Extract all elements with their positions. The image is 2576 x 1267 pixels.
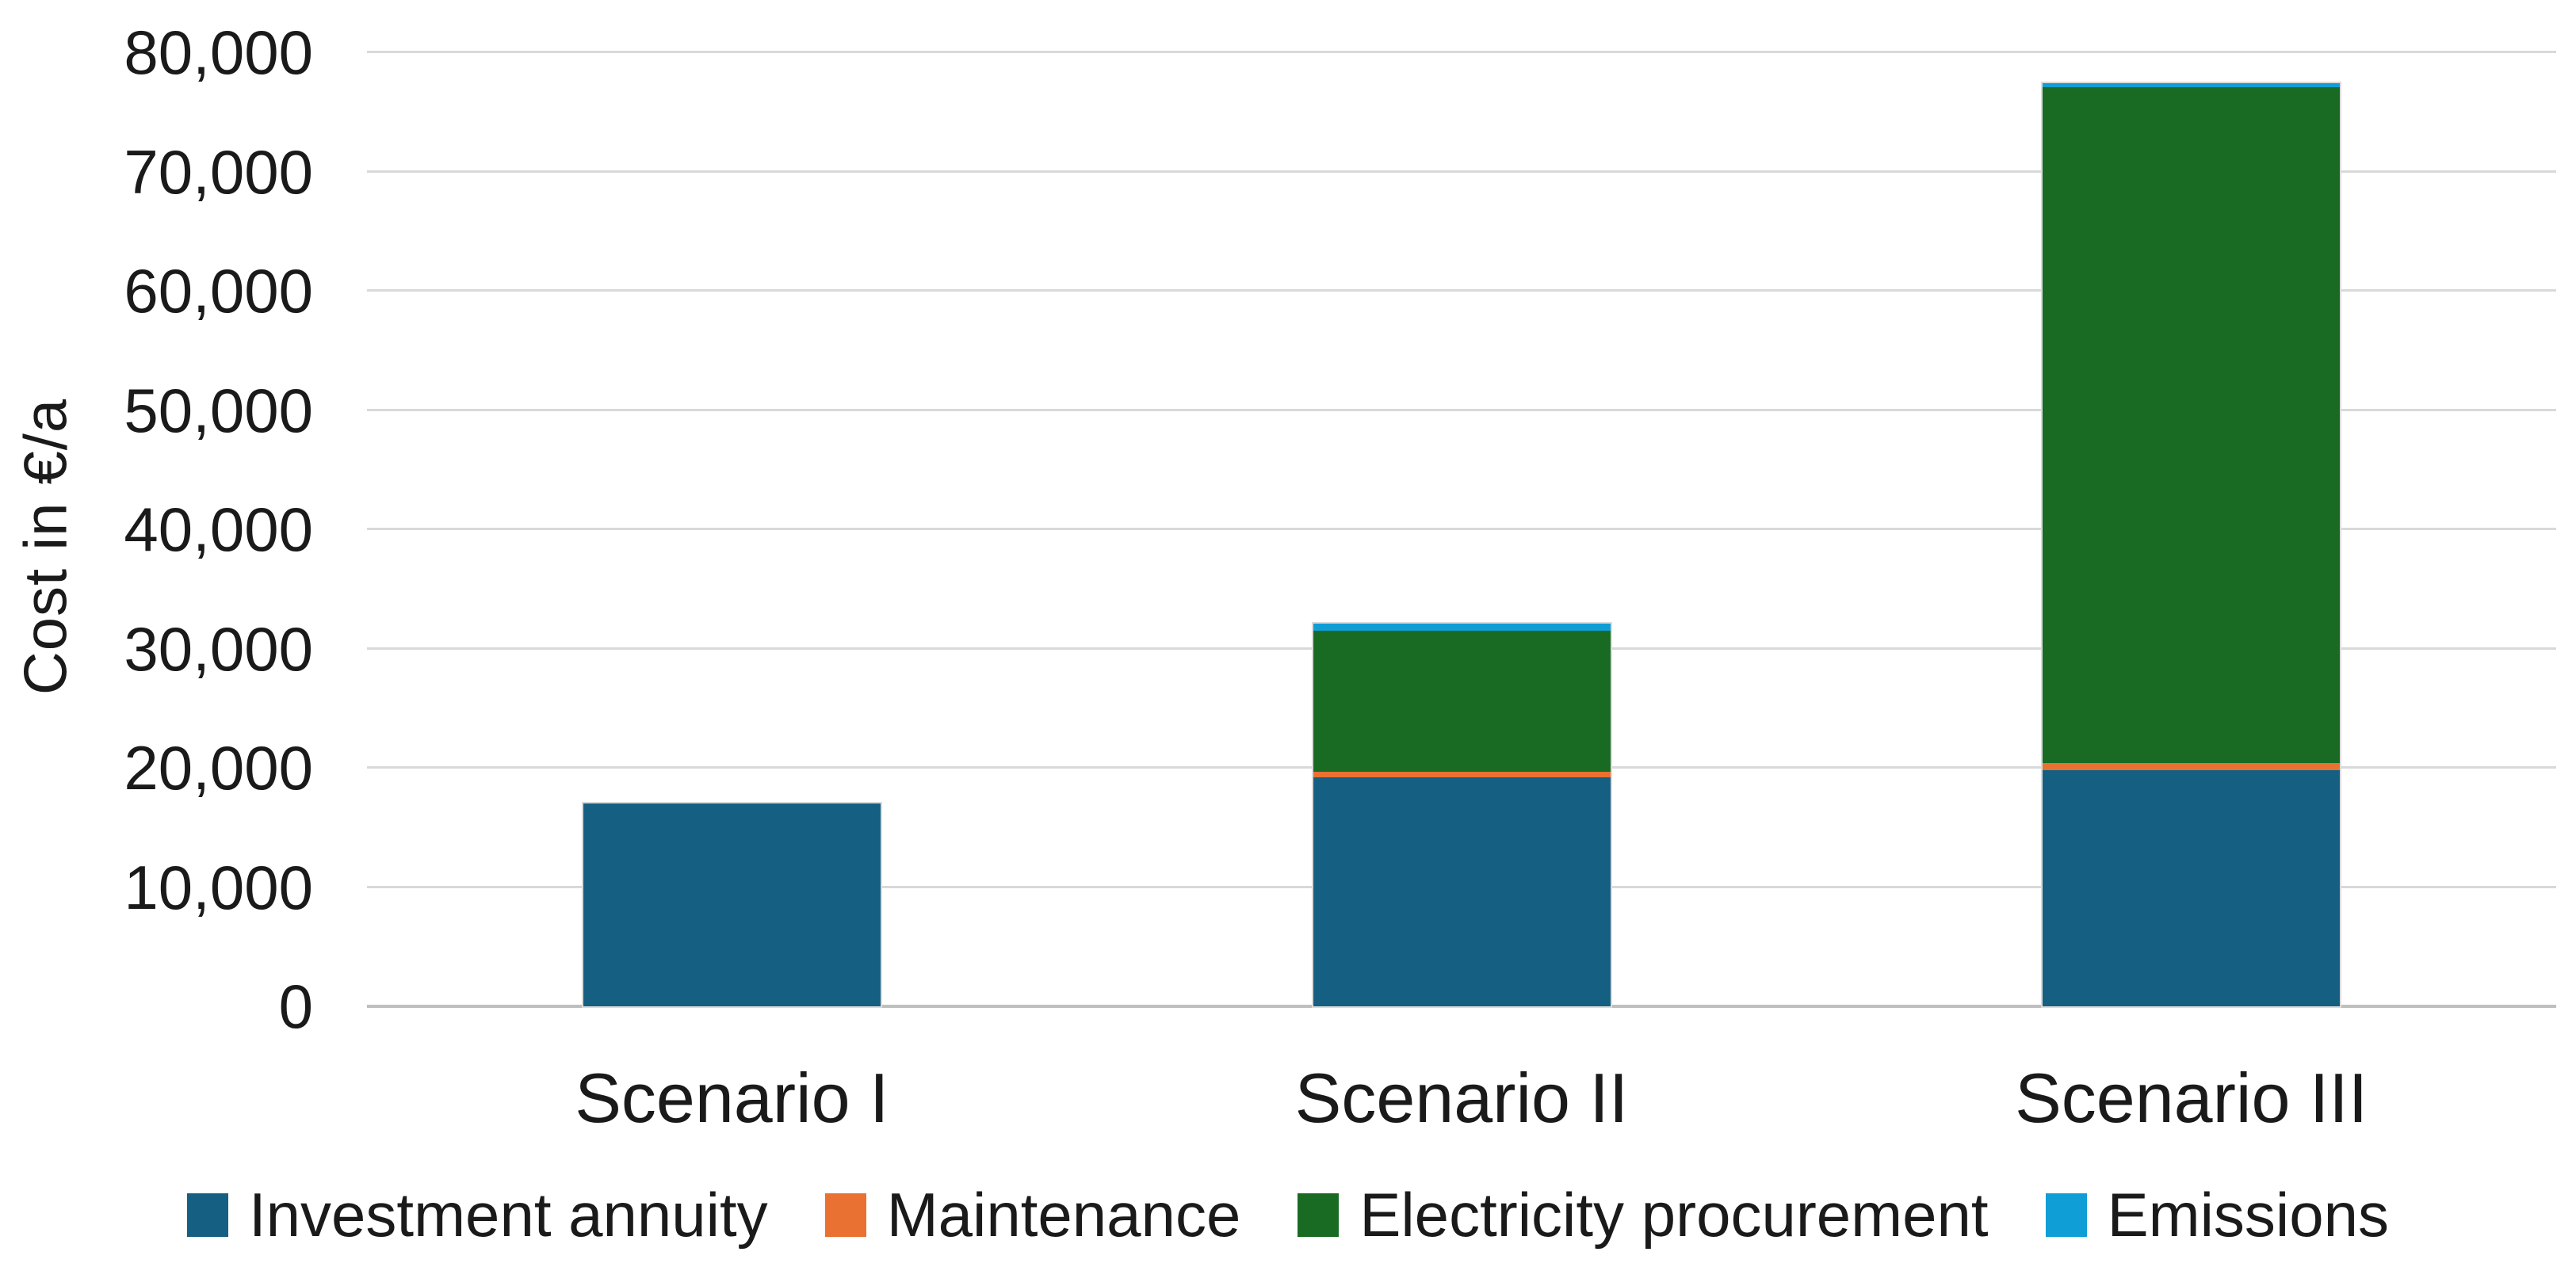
legend-swatch-icon bbox=[1298, 1193, 1340, 1237]
y-tick-label: 10,000 bbox=[124, 852, 313, 922]
x-category-label: Scenario III bbox=[2015, 1059, 2368, 1137]
bar-segment bbox=[2043, 763, 2341, 771]
y-tick-label: 0 bbox=[278, 971, 313, 1041]
bar-segment bbox=[1313, 777, 1611, 1006]
bar-segment bbox=[2043, 86, 2341, 763]
legend-label: Maintenance bbox=[886, 1180, 1241, 1250]
bar-segment bbox=[1313, 630, 1611, 772]
gridline bbox=[367, 51, 2556, 53]
gridline bbox=[367, 408, 2556, 411]
y-tick-label: 80,000 bbox=[124, 17, 313, 87]
bar-segment bbox=[1313, 623, 1611, 631]
plot-area bbox=[367, 51, 2556, 1009]
bar-segment bbox=[583, 803, 881, 1006]
x-category-label: Scenario I bbox=[575, 1059, 889, 1137]
y-tick-label: 30,000 bbox=[124, 613, 313, 684]
y-tick-label: 20,000 bbox=[124, 733, 313, 803]
bar-stack-2 bbox=[1311, 621, 1612, 1009]
legend: Investment annuity Maintenance Electricity… bbox=[0, 1179, 2576, 1251]
legend-label: Electricity procurement bbox=[1359, 1180, 1989, 1250]
bar-stack-1 bbox=[581, 802, 882, 1008]
legend-label: Emissions bbox=[2107, 1180, 2390, 1250]
legend-swatch-icon bbox=[2045, 1193, 2087, 1237]
legend-swatch-icon bbox=[824, 1193, 866, 1237]
y-tick-label: 50,000 bbox=[124, 375, 313, 445]
gridline bbox=[367, 528, 2556, 530]
bar-segment bbox=[2043, 83, 2341, 87]
y-tick-label: 70,000 bbox=[124, 136, 313, 207]
bar-segment bbox=[2043, 770, 2341, 1006]
legend-swatch-icon bbox=[186, 1193, 228, 1237]
legend-item: Investment annuity bbox=[186, 1179, 768, 1251]
x-category-label: Scenario II bbox=[1294, 1059, 1629, 1137]
gridline bbox=[367, 289, 2556, 292]
legend-item: Maintenance bbox=[824, 1179, 1241, 1251]
legend-item: Emissions bbox=[2045, 1179, 2390, 1251]
bar-segment bbox=[1313, 771, 1611, 778]
y-tick-label: 40,000 bbox=[124, 494, 313, 564]
legend-item: Electricity procurement bbox=[1298, 1179, 1989, 1251]
bar-stack-3 bbox=[2041, 82, 2342, 1008]
y-tick-label: 60,000 bbox=[124, 256, 313, 326]
legend-label: Investment annuity bbox=[248, 1180, 768, 1250]
gridline bbox=[367, 170, 2556, 173]
x-axis-line bbox=[367, 1005, 2556, 1008]
